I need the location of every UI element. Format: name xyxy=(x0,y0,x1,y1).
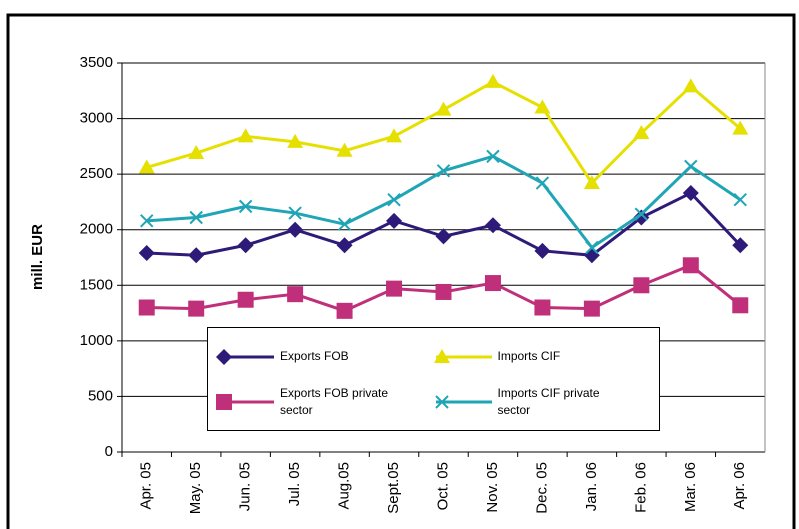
marker xyxy=(583,175,600,190)
marker xyxy=(435,101,452,116)
legend-label: Exports FOB xyxy=(280,349,349,363)
marker xyxy=(237,128,254,143)
marker xyxy=(287,286,304,303)
marker xyxy=(188,300,205,317)
legend-swatch xyxy=(433,348,492,363)
marker xyxy=(216,393,232,410)
marker xyxy=(633,277,650,294)
marker xyxy=(732,120,749,135)
legend-swatch xyxy=(216,348,274,365)
marker xyxy=(682,78,699,93)
x-tick-label: Apr. 05 xyxy=(138,462,155,510)
legend-label: Imports CIF xyxy=(497,349,561,363)
legend-swatch xyxy=(434,394,492,409)
marker xyxy=(216,348,232,365)
marker xyxy=(336,237,353,254)
legend-swatch xyxy=(216,393,274,410)
y-tick-label: 1500 xyxy=(80,276,113,293)
marker xyxy=(535,176,550,190)
y-tick-label: 0 xyxy=(105,443,113,460)
marker xyxy=(484,217,501,234)
marker xyxy=(732,237,749,254)
marker xyxy=(732,297,749,314)
y-tick-label: 2000 xyxy=(80,221,113,238)
legend-label: Exports FOB private sector xyxy=(280,385,389,417)
y-axis-label: mill. EUR xyxy=(29,224,46,290)
marker xyxy=(237,237,254,254)
legend-label: Imports CIF private sector xyxy=(497,385,600,417)
marker xyxy=(434,394,449,409)
x-tick-label: May. 05 xyxy=(187,462,204,514)
marker xyxy=(733,192,747,207)
x-tick-label: Jul. 05 xyxy=(286,462,303,506)
y-tick-label: 3000 xyxy=(80,110,113,127)
marker xyxy=(387,192,401,207)
marker xyxy=(337,217,352,231)
marker xyxy=(386,280,403,297)
x-tick-label: Nov. 05 xyxy=(484,462,501,513)
legend-entry: Imports CIF xyxy=(433,334,652,379)
marker xyxy=(138,245,155,262)
series-line xyxy=(146,191,742,257)
legend-entry: Exports FOB private sector xyxy=(216,379,434,424)
marker xyxy=(138,159,155,174)
marker xyxy=(634,207,649,221)
marker xyxy=(238,199,253,214)
marker xyxy=(386,212,403,229)
marker xyxy=(287,221,304,238)
x-tick-label: Apr. 06 xyxy=(731,462,748,510)
marker xyxy=(188,247,205,264)
marker xyxy=(534,299,551,316)
marker xyxy=(189,210,203,225)
marker xyxy=(534,242,551,259)
marker xyxy=(682,185,699,202)
marker xyxy=(534,99,551,114)
x-tick-label: Jan. 06 xyxy=(583,462,600,511)
marker xyxy=(583,300,600,317)
x-tick-label: Dec. 05 xyxy=(533,462,550,514)
marker xyxy=(435,283,452,300)
y-tick-label: 1000 xyxy=(80,332,113,349)
marker xyxy=(435,228,452,245)
x-tick-label: Feb. 06 xyxy=(632,462,649,513)
legend-entry: Imports CIF private sector xyxy=(434,379,652,424)
marker xyxy=(684,159,698,174)
legend-entry: Exports FOB xyxy=(216,334,434,379)
marker xyxy=(336,302,353,319)
marker xyxy=(386,128,403,143)
series-line xyxy=(146,80,742,186)
y-tick-label: 500 xyxy=(88,387,113,404)
marker xyxy=(436,164,451,178)
marker xyxy=(188,145,205,160)
x-tick-label: Oct. 05 xyxy=(434,462,451,510)
marker xyxy=(237,291,254,308)
marker xyxy=(633,125,650,140)
x-tick-label: Mar. 06 xyxy=(682,462,699,512)
marker xyxy=(288,206,302,220)
x-tick-label: Aug.05 xyxy=(336,462,353,510)
x-tick-label: Jun. 05 xyxy=(237,462,254,511)
y-tick-label: 3500 xyxy=(80,54,113,71)
x-tick-label: Sept.05 xyxy=(385,462,402,514)
marker xyxy=(486,149,500,164)
marker xyxy=(682,257,699,274)
marker xyxy=(140,214,154,228)
marker xyxy=(336,142,353,157)
y-tick-label: 2500 xyxy=(80,165,113,182)
marker xyxy=(484,73,501,88)
marker xyxy=(585,240,599,255)
marker xyxy=(433,348,450,363)
marker xyxy=(484,275,501,292)
marker xyxy=(138,299,155,316)
marker xyxy=(287,133,304,148)
legend: Exports FOB Imports CIF Exports FOB privat… xyxy=(207,327,660,431)
marker xyxy=(633,209,650,226)
frame xyxy=(6,13,796,529)
